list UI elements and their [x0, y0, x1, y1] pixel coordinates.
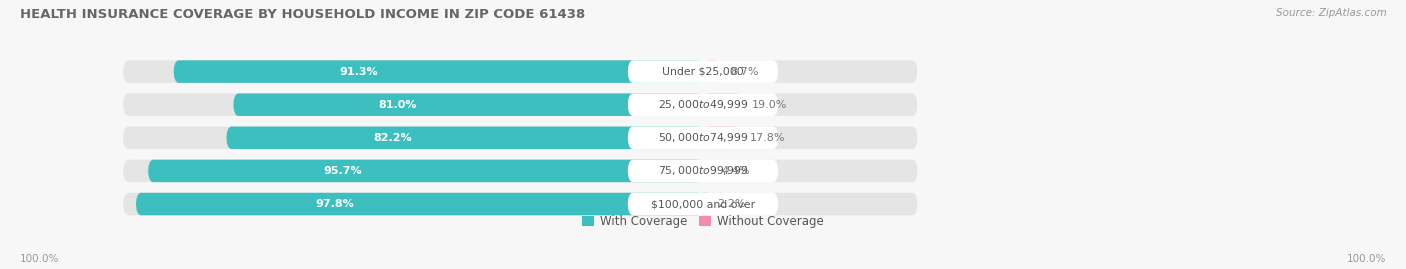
Text: $100,000 and over: $100,000 and over	[651, 199, 755, 209]
FancyBboxPatch shape	[226, 126, 703, 149]
Legend: With Coverage, Without Coverage: With Coverage, Without Coverage	[582, 215, 824, 228]
FancyBboxPatch shape	[136, 193, 703, 215]
FancyBboxPatch shape	[627, 193, 779, 215]
Text: 97.8%: 97.8%	[315, 199, 354, 209]
Text: 81.0%: 81.0%	[378, 100, 418, 110]
FancyBboxPatch shape	[703, 193, 709, 215]
Text: Under $25,000: Under $25,000	[662, 67, 744, 77]
FancyBboxPatch shape	[173, 60, 703, 83]
Text: Source: ZipAtlas.com: Source: ZipAtlas.com	[1275, 8, 1386, 18]
Text: 19.0%: 19.0%	[752, 100, 787, 110]
FancyBboxPatch shape	[703, 126, 740, 149]
FancyBboxPatch shape	[703, 60, 721, 83]
Text: 91.3%: 91.3%	[339, 67, 378, 77]
FancyBboxPatch shape	[627, 93, 779, 116]
Text: $50,000 to $74,999: $50,000 to $74,999	[658, 131, 748, 144]
Text: 2.2%: 2.2%	[717, 199, 745, 209]
Text: 82.2%: 82.2%	[374, 133, 412, 143]
Text: 100.0%: 100.0%	[20, 254, 59, 264]
Text: 100.0%: 100.0%	[1347, 254, 1386, 264]
Text: 17.8%: 17.8%	[749, 133, 785, 143]
FancyBboxPatch shape	[703, 160, 713, 182]
Text: $75,000 to $99,999: $75,000 to $99,999	[658, 164, 748, 178]
FancyBboxPatch shape	[148, 160, 703, 182]
FancyBboxPatch shape	[233, 93, 703, 116]
FancyBboxPatch shape	[124, 93, 918, 116]
Text: 8.7%: 8.7%	[731, 67, 759, 77]
FancyBboxPatch shape	[627, 60, 779, 83]
FancyBboxPatch shape	[124, 193, 918, 215]
Text: 4.4%: 4.4%	[721, 166, 749, 176]
Text: 95.7%: 95.7%	[323, 166, 361, 176]
FancyBboxPatch shape	[627, 126, 779, 149]
FancyBboxPatch shape	[124, 60, 918, 83]
FancyBboxPatch shape	[703, 93, 742, 116]
FancyBboxPatch shape	[627, 160, 779, 182]
Text: $25,000 to $49,999: $25,000 to $49,999	[658, 98, 748, 111]
Text: HEALTH INSURANCE COVERAGE BY HOUSEHOLD INCOME IN ZIP CODE 61438: HEALTH INSURANCE COVERAGE BY HOUSEHOLD I…	[20, 8, 585, 21]
FancyBboxPatch shape	[124, 160, 918, 182]
FancyBboxPatch shape	[124, 126, 918, 149]
